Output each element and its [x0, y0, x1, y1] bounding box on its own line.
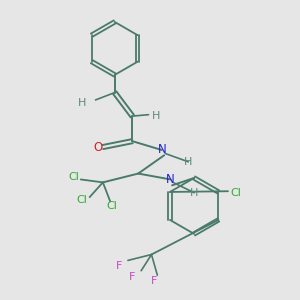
Text: Cl: Cl — [106, 201, 117, 211]
Text: N: N — [158, 143, 166, 157]
Text: Cl: Cl — [77, 195, 88, 205]
Text: F: F — [151, 276, 158, 286]
Text: F: F — [116, 261, 122, 271]
Text: N: N — [166, 173, 175, 186]
Text: Cl: Cl — [230, 188, 241, 198]
Text: H: H — [184, 157, 193, 167]
Text: O: O — [93, 141, 102, 154]
Text: H: H — [152, 111, 160, 121]
Text: H: H — [190, 188, 198, 198]
Text: Cl: Cl — [68, 172, 79, 182]
Text: F: F — [129, 272, 136, 282]
Text: H: H — [78, 98, 86, 108]
